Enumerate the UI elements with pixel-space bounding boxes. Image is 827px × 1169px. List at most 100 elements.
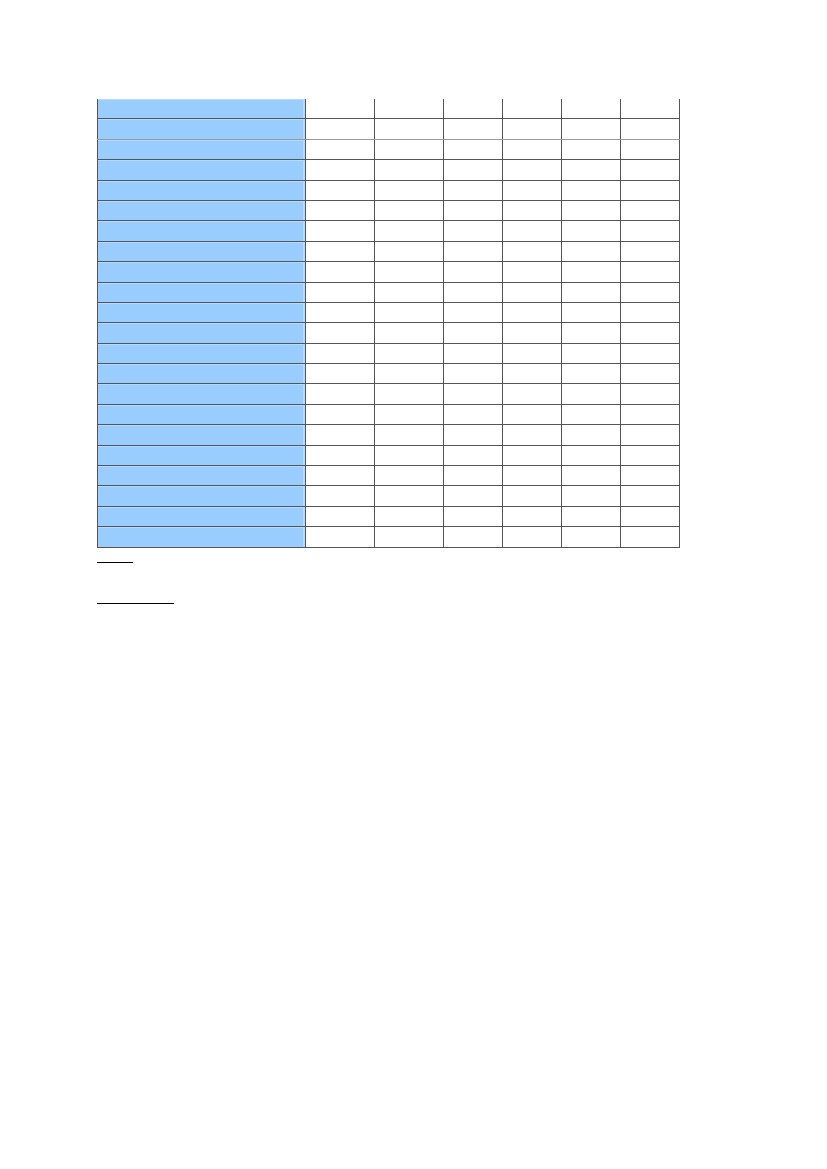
table-cell (561, 465, 621, 487)
table-cell (374, 99, 444, 120)
table-cell (561, 99, 621, 120)
table-cell (443, 383, 503, 405)
table-cell (374, 506, 444, 528)
table-cell (502, 485, 562, 507)
table-row (97, 261, 680, 283)
table-row (97, 139, 680, 161)
table-row (97, 322, 680, 344)
table-cell (374, 404, 444, 426)
table-cell (374, 241, 444, 263)
table-row (97, 302, 680, 324)
table-cell (620, 241, 680, 263)
table-cell (502, 139, 562, 161)
table-cell (620, 445, 680, 467)
row-label-cell (97, 159, 306, 181)
table-cell (443, 445, 503, 467)
table-cell (502, 99, 562, 120)
table-cell (502, 526, 562, 548)
table-cell (502, 282, 562, 303)
table-cell (443, 159, 503, 181)
table-cell (620, 180, 680, 201)
table-row (97, 485, 680, 507)
table-cell (305, 445, 375, 467)
table-cell (443, 404, 503, 426)
table-cell (502, 180, 562, 201)
table-cell (561, 424, 621, 446)
table-cell (620, 506, 680, 528)
table-row (97, 118, 680, 140)
table-row (97, 343, 680, 365)
row-label-cell (97, 526, 306, 548)
table-cell (305, 282, 375, 303)
table-cell (305, 526, 375, 548)
row-label-cell (97, 302, 306, 324)
row-label-cell (97, 180, 306, 201)
table-row (97, 404, 680, 426)
table-cell (561, 139, 621, 161)
table-cell (620, 99, 680, 120)
row-label-cell (97, 343, 306, 365)
table-cell (305, 322, 375, 344)
table-cell (561, 383, 621, 405)
table-cell (620, 424, 680, 446)
table-cell (561, 118, 621, 140)
row-label-cell (97, 404, 306, 426)
table-cell (305, 343, 375, 365)
table-cell (561, 302, 621, 324)
table-row (97, 363, 680, 385)
row-label-cell (97, 241, 306, 263)
table-cell (561, 159, 621, 181)
table-cell (502, 118, 562, 140)
table-cell (305, 241, 375, 263)
table-cell (374, 200, 444, 222)
table-cell (502, 445, 562, 467)
table-cell (561, 322, 621, 344)
table-cell (374, 383, 444, 405)
table-cell (305, 465, 375, 487)
table-cell (561, 200, 621, 222)
note-underline-2 (97, 603, 174, 604)
table-cell (374, 363, 444, 385)
row-label-cell (97, 424, 306, 446)
table-cell (305, 99, 375, 120)
table-cell (305, 261, 375, 283)
table-row (97, 506, 680, 528)
table-cell (443, 220, 503, 242)
table-cell (305, 383, 375, 405)
table-cell (443, 282, 503, 303)
row-label-cell (97, 200, 306, 222)
table-cell (502, 343, 562, 365)
table-cell (620, 282, 680, 303)
table-cell (502, 322, 562, 344)
table-cell (620, 485, 680, 507)
table-cell (443, 424, 503, 446)
table-cell (502, 220, 562, 242)
table-cell (561, 282, 621, 303)
table-cell (374, 302, 444, 324)
table-cell (620, 261, 680, 283)
table-cell (502, 424, 562, 446)
table-cell (305, 200, 375, 222)
table-cell (620, 118, 680, 140)
table-cell (443, 139, 503, 161)
note-underline (97, 562, 133, 563)
table-row (97, 445, 680, 467)
table-cell (374, 322, 444, 344)
table-cell (620, 343, 680, 365)
table-cell (561, 261, 621, 283)
table-cell (620, 159, 680, 181)
table-cell (620, 302, 680, 324)
table-cell (561, 485, 621, 507)
table-cell (374, 139, 444, 161)
table-cell (374, 159, 444, 181)
table-cell (502, 200, 562, 222)
table-cell (561, 220, 621, 242)
table-cell (305, 506, 375, 528)
table-cell (443, 200, 503, 222)
table-cell (561, 343, 621, 365)
table-cell (443, 526, 503, 548)
table-cell (443, 99, 503, 120)
data-table (97, 99, 680, 548)
table-cell (443, 363, 503, 385)
table-cell (374, 445, 444, 467)
